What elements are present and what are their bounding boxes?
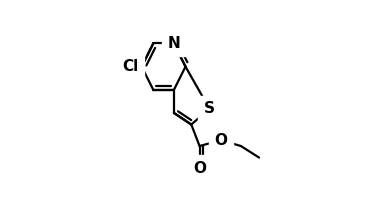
Text: Cl: Cl [122,59,138,74]
Text: O: O [215,133,228,148]
Text: S: S [204,101,215,116]
Text: N: N [168,36,180,51]
Text: O: O [193,161,206,176]
